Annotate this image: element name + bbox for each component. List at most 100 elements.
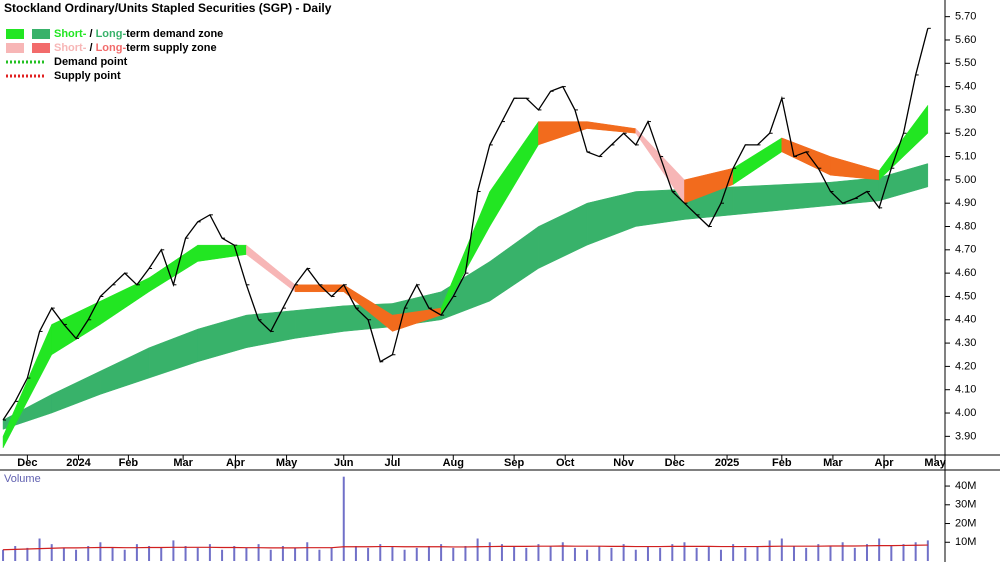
volume-bar — [695, 547, 698, 561]
x-tick-label: Sep — [504, 457, 524, 469]
volume-bar — [62, 547, 65, 561]
x-tick-label: Mar — [173, 457, 193, 469]
y-tick-label: 40M — [955, 480, 976, 492]
legend-part: term supply zone — [126, 42, 216, 54]
volume-bar — [634, 549, 637, 561]
x-tick-label: Mar — [823, 457, 843, 469]
zone-band — [732, 184, 783, 216]
x-tick-label: Jun — [334, 457, 354, 469]
x-tick-label: Jul — [384, 457, 400, 469]
volume-bar — [208, 544, 211, 561]
volume-bar — [853, 547, 856, 561]
legend-part: Supply point — [54, 70, 121, 82]
x-tick-label: May — [924, 457, 946, 469]
volume-bar — [573, 547, 576, 561]
volume-bar — [756, 546, 759, 561]
y-tick-label: 4.30 — [955, 337, 976, 349]
y-tick-label: 30M — [955, 499, 976, 511]
legend-part: Short- — [54, 28, 87, 40]
x-tick-label: Aug — [443, 457, 464, 469]
volume-bar — [902, 544, 905, 561]
volume-bar — [464, 546, 467, 561]
volume-bar — [403, 549, 406, 561]
volume-bar — [586, 549, 589, 561]
volume-bar — [135, 544, 138, 561]
volume-bar — [415, 547, 418, 561]
volume-bar — [598, 546, 601, 561]
zone-band — [830, 177, 880, 206]
volume-bar — [744, 547, 747, 561]
volume-bar — [330, 547, 333, 561]
legend-swatch — [32, 43, 50, 53]
x-tick-label: 2024 — [66, 457, 91, 469]
volume-bar — [391, 546, 394, 561]
legend-swatch — [6, 29, 24, 39]
legend-part: / — [86, 28, 95, 40]
volume-bar — [646, 546, 649, 561]
volume-bar — [111, 547, 114, 561]
volume-bar — [233, 546, 236, 561]
volume-bar — [926, 540, 929, 561]
volume-bar — [719, 549, 722, 561]
volume-bar — [172, 540, 175, 561]
volume-bar — [87, 546, 90, 561]
x-tick-label: Feb — [772, 457, 792, 469]
volume-bar — [890, 546, 893, 561]
volume-bar — [221, 549, 224, 561]
legend-part: Long- — [96, 42, 127, 54]
y-tick-label: 5.30 — [955, 104, 976, 116]
y-tick-label: 5.10 — [955, 150, 976, 162]
legend-text: Short- / Long-term supply zone — [54, 42, 217, 54]
volume-bar — [768, 540, 771, 561]
volume-bar — [792, 546, 795, 561]
volume-bar — [805, 547, 808, 561]
volume-bar — [549, 546, 552, 561]
y-tick-label: 4.80 — [955, 220, 976, 232]
zone-band — [294, 284, 345, 293]
volume-bar — [379, 544, 382, 561]
volume-bar — [513, 546, 516, 561]
volume-bar — [671, 544, 674, 561]
volume-bar — [160, 547, 163, 561]
volume-bar — [683, 542, 686, 561]
volume-bar — [914, 542, 917, 561]
volume-bar — [707, 546, 710, 561]
legend-text: Short- / Long-term demand zone — [54, 28, 223, 40]
x-tick-label: Apr — [226, 457, 246, 469]
y-tick-label: 4.50 — [955, 290, 976, 302]
legend-swatch — [6, 43, 24, 53]
x-tick-label: Oct — [556, 457, 575, 469]
volume-bar — [610, 547, 613, 561]
y-tick-label: 5.50 — [955, 57, 976, 69]
volume-bar — [440, 544, 443, 561]
volume-bar — [294, 547, 297, 561]
y-tick-label: 10M — [955, 536, 976, 548]
volume-bar — [184, 546, 187, 561]
volume-bar — [99, 542, 102, 561]
volume-bar — [257, 544, 260, 561]
volume-bar — [2, 549, 5, 561]
x-tick-label: Apr — [875, 457, 895, 469]
volume-bar — [148, 546, 151, 561]
volume-bar — [269, 549, 272, 561]
y-tick-label: 4.90 — [955, 197, 976, 209]
volume-bar — [75, 549, 78, 561]
volume-bar — [367, 547, 370, 561]
x-tick-label: 2025 — [715, 457, 739, 469]
volume-bar — [878, 538, 881, 561]
volume-bar — [38, 538, 41, 561]
y-tick-label: 4.70 — [955, 244, 976, 256]
zone-band — [878, 104, 929, 181]
x-tick-label: May — [276, 457, 298, 469]
y-tick-label: 3.90 — [955, 430, 976, 442]
volume-bar — [245, 547, 248, 561]
legend-part: / — [86, 42, 95, 54]
volume-bar — [780, 538, 783, 561]
zone-band — [781, 181, 831, 211]
volume-bar — [829, 546, 832, 561]
legend-swatch — [32, 29, 50, 39]
y-tick-label: 5.70 — [955, 11, 976, 23]
y-tick-label: 5.40 — [955, 81, 976, 93]
volume-bar — [14, 546, 17, 561]
